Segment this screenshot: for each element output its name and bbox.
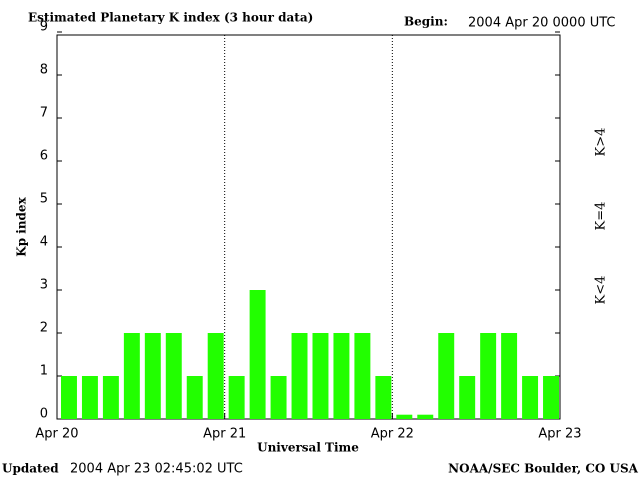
y-tick-label: 8 <box>40 63 48 78</box>
bar <box>228 376 245 419</box>
begin-label: Begin: <box>404 15 448 29</box>
y-tick-label: 5 <box>40 192 48 207</box>
bar <box>270 376 287 419</box>
y-tick-label: 6 <box>40 149 48 164</box>
x-tick-label: Apr 21 <box>203 427 246 442</box>
bar <box>417 414 434 419</box>
y-tick-label: 7 <box>40 106 48 121</box>
bar <box>61 376 77 419</box>
bar <box>438 333 455 419</box>
y-tick-label: 2 <box>40 321 48 336</box>
begin-value: 2004 Apr 20 0000 UTC <box>468 16 616 31</box>
bar <box>354 333 371 419</box>
y-tick-label: 1 <box>40 364 48 379</box>
x-axis-label: Universal Time <box>257 441 359 455</box>
bar <box>459 376 476 419</box>
bar <box>333 333 350 419</box>
bar <box>207 333 224 419</box>
bar <box>123 333 140 419</box>
bar <box>312 333 329 419</box>
bar <box>81 376 98 419</box>
bar <box>144 333 161 419</box>
y-axis-label: Kp index <box>15 196 29 256</box>
bar <box>249 290 266 419</box>
y-tick-label: 9 <box>40 20 48 35</box>
legend-label: K=4 <box>594 202 609 231</box>
y-tick-label: 0 <box>40 407 48 422</box>
x-tick-label: Apr 20 <box>35 427 78 442</box>
legend-label: K<4 <box>594 276 609 305</box>
bar <box>375 376 392 419</box>
y-tick-label: 3 <box>40 278 48 293</box>
updated-label: Updated <box>2 462 59 476</box>
plot-frame <box>56 34 561 420</box>
bar <box>396 414 413 419</box>
legend-label: K>4 <box>594 128 609 157</box>
bar <box>480 333 497 419</box>
bar <box>543 376 559 419</box>
chart-title: Estimated Planetary K index (3 hour data… <box>28 11 313 25</box>
x-tick-label: Apr 23 <box>538 427 581 442</box>
bar <box>501 333 518 419</box>
bar <box>291 333 308 419</box>
bar <box>165 333 182 419</box>
bar <box>102 376 119 419</box>
x-tick-label: Apr 22 <box>371 427 414 442</box>
y-tick-label: 4 <box>40 235 48 250</box>
bar <box>186 376 203 419</box>
bar <box>522 376 539 419</box>
source-label: NOAA/SEC Boulder, CO USA <box>448 462 639 476</box>
updated-value: 2004 Apr 23 02:45:02 UTC <box>70 462 243 477</box>
